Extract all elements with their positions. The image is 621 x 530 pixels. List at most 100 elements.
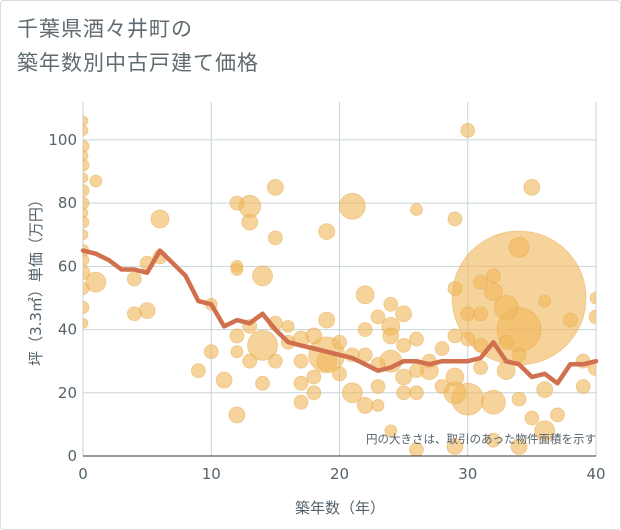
x-tick-label-1: 10	[202, 465, 221, 483]
y-tick-label-2: 40	[58, 321, 77, 339]
y-tick-label-5: 100	[48, 131, 77, 149]
transaction-bubble	[409, 331, 424, 347]
transaction-bubble	[538, 294, 552, 308]
transaction-bubble	[247, 329, 278, 361]
transaction-bubble	[267, 353, 283, 369]
transaction-bubble	[434, 379, 450, 394]
transaction-bubble	[306, 369, 322, 385]
transaction-bubble	[83, 215, 90, 229]
transaction-bubble	[83, 150, 89, 162]
transaction-bubble	[83, 265, 91, 281]
transaction-bubble	[83, 301, 90, 314]
transaction-bubble	[493, 295, 519, 320]
transaction-bubble	[523, 178, 541, 196]
transaction-bubble	[318, 223, 336, 240]
transaction-bubble	[126, 306, 142, 322]
transaction-bubble	[473, 360, 488, 375]
transaction-bubble	[550, 407, 565, 423]
transaction-bubble	[229, 328, 245, 344]
transaction-bubble	[357, 322, 373, 337]
transaction-bubble	[588, 309, 596, 325]
transaction-bubble	[409, 363, 424, 379]
transaction-bubble	[510, 438, 528, 455]
transaction-bubble	[498, 334, 514, 350]
transaction-bubble	[382, 327, 400, 345]
transaction-bubble	[396, 385, 412, 401]
transaction-bubble	[370, 309, 386, 325]
transaction-bubble	[266, 178, 284, 196]
transaction-bubble	[83, 115, 89, 127]
transaction-bubble	[332, 334, 347, 350]
transaction-bubble	[383, 296, 399, 312]
bubble-layer	[83, 115, 596, 456]
transaction-bubble	[83, 317, 89, 329]
transaction-bubble	[252, 265, 273, 287]
transaction-bubble	[203, 344, 219, 360]
transaction-bubble	[473, 306, 488, 322]
x-tick-label-4: 40	[586, 465, 605, 483]
transaction-bubble	[281, 320, 295, 333]
y-tick-label-1: 20	[58, 384, 77, 402]
transaction-bubble	[83, 125, 89, 136]
transaction-bubble	[460, 306, 476, 322]
transaction-bubble	[447, 281, 463, 296]
transaction-bubble	[338, 192, 366, 220]
transaction-bubble	[460, 331, 476, 347]
transaction-bubble	[534, 420, 556, 442]
transaction-bubble	[318, 311, 336, 329]
x-tick-label-2: 20	[330, 465, 349, 483]
transaction-bubble	[508, 236, 530, 258]
transaction-bubble	[230, 345, 244, 359]
transaction-bubble	[434, 341, 450, 356]
transaction-bubble	[85, 271, 107, 293]
transaction-bubble	[589, 291, 596, 305]
transaction-bubble	[480, 389, 506, 415]
title-line-1: 千葉県酒々井町の	[17, 17, 193, 41]
transaction-bubble	[241, 213, 259, 231]
bubble-size-note: 円の大きさは、取引のあった物件面積を示す	[366, 432, 596, 446]
transaction-bubble	[293, 375, 309, 391]
transaction-bubble	[511, 347, 527, 363]
transaction-bubble	[293, 353, 309, 369]
transaction-bubble	[83, 196, 90, 210]
y-tick-label-3: 60	[58, 257, 77, 275]
x-tick-label-0: 0	[78, 465, 88, 483]
transaction-bubble	[293, 394, 309, 410]
transaction-bubble	[83, 184, 90, 197]
transaction-bubble	[230, 263, 244, 276]
transaction-bubble	[409, 385, 424, 401]
transaction-bubble	[229, 195, 245, 211]
transaction-bubble	[524, 410, 540, 426]
transaction-bubble	[575, 379, 591, 394]
transaction-bubble	[126, 271, 142, 287]
transaction-bubble	[89, 174, 103, 188]
transaction-bubble	[341, 382, 363, 404]
transaction-bubble	[305, 327, 323, 345]
y-tick-label-4: 80	[58, 194, 77, 212]
y-tick-labels: 0 20 40 60 80 100	[48, 131, 77, 465]
transaction-bubble	[138, 302, 156, 320]
title-line-2: 築年数別中古戸建て価格	[17, 51, 259, 75]
transaction-bubble	[215, 371, 233, 389]
transaction-bubble	[384, 424, 398, 438]
transaction-bubble	[447, 328, 463, 344]
average-price-line	[80, 248, 599, 386]
transaction-bubble	[371, 399, 385, 412]
chart-title: 千葉県酒々井町の 築年数別中古戸建て価格	[17, 12, 259, 80]
transaction-bubble	[536, 381, 554, 399]
transaction-bubble	[445, 367, 465, 387]
transaction-bubble	[409, 442, 424, 456]
y-axis-title: 坪（3.3㎡）単価（万円）	[27, 192, 45, 366]
transaction-bubble	[83, 139, 90, 153]
transaction-bubble	[267, 230, 283, 246]
y-tick-label-0: 0	[67, 447, 77, 465]
transaction-bubble	[83, 282, 90, 295]
x-tick-labels: 0 10 20 30 40	[78, 465, 605, 483]
transaction-bubble	[83, 207, 89, 219]
transaction-bubble	[332, 366, 347, 382]
transaction-bubble	[150, 209, 170, 229]
transaction-bubble	[83, 229, 89, 241]
transaction-bubble	[410, 203, 423, 216]
transaction-bubble	[447, 211, 463, 227]
